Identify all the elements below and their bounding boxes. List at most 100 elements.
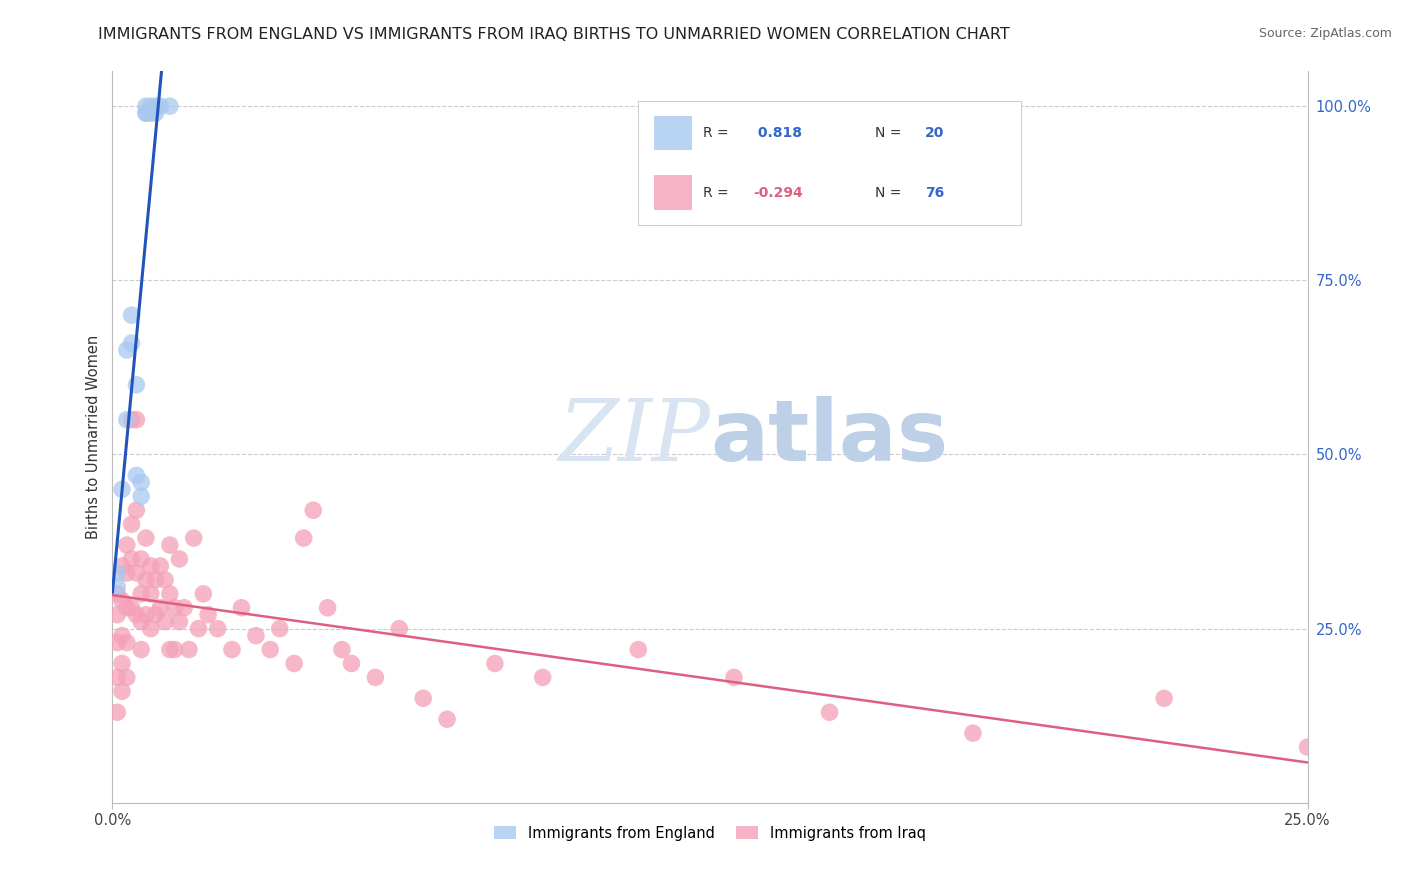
Point — [169, 615, 191, 629]
Point — [135, 531, 157, 545]
Point — [139, 558, 162, 573]
Point — [129, 489, 152, 503]
Point — [316, 600, 339, 615]
Point — [115, 670, 138, 684]
Point — [145, 607, 167, 622]
Point — [962, 726, 984, 740]
Point — [484, 657, 506, 671]
Point — [818, 705, 841, 719]
Point — [115, 600, 138, 615]
Point — [139, 106, 162, 120]
Point — [169, 552, 191, 566]
Text: Source: ZipAtlas.com: Source: ZipAtlas.com — [1258, 27, 1392, 40]
Point — [115, 635, 138, 649]
Point — [364, 670, 387, 684]
Point — [163, 642, 186, 657]
Point — [129, 587, 152, 601]
Text: ZIP: ZIP — [558, 396, 710, 478]
Text: atlas: atlas — [710, 395, 948, 479]
Point — [145, 99, 167, 113]
Point — [111, 657, 134, 671]
Point — [105, 670, 128, 684]
Point — [259, 642, 281, 657]
Point — [111, 629, 134, 643]
Point — [207, 622, 229, 636]
Point — [245, 629, 267, 643]
Point — [135, 99, 157, 113]
Point — [197, 607, 219, 622]
Point — [149, 600, 172, 615]
Point — [1153, 691, 1175, 706]
Point — [436, 712, 458, 726]
Point — [173, 600, 195, 615]
Point — [149, 99, 172, 113]
Point — [193, 587, 215, 601]
Point — [292, 531, 315, 545]
Point — [125, 607, 148, 622]
Point — [159, 642, 181, 657]
Text: IMMIGRANTS FROM ENGLAND VS IMMIGRANTS FROM IRAQ BIRTHS TO UNMARRIED WOMEN CORREL: IMMIGRANTS FROM ENGLAND VS IMMIGRANTS FR… — [98, 27, 1010, 42]
Point — [159, 538, 181, 552]
Point — [159, 587, 181, 601]
Point — [153, 573, 176, 587]
Point — [149, 558, 172, 573]
Point — [125, 412, 148, 426]
Point — [135, 106, 157, 120]
Point — [177, 642, 200, 657]
Point — [129, 642, 152, 657]
Point — [145, 106, 167, 120]
Y-axis label: Births to Unmarried Women: Births to Unmarried Women — [86, 335, 101, 539]
Point — [187, 622, 209, 636]
Point — [531, 670, 554, 684]
Point — [121, 308, 143, 322]
Point — [105, 635, 128, 649]
Legend: Immigrants from England, Immigrants from Iraq: Immigrants from England, Immigrants from… — [488, 820, 932, 847]
Point — [105, 566, 128, 580]
Point — [163, 600, 186, 615]
Point — [153, 615, 176, 629]
Point — [330, 642, 353, 657]
Point — [283, 657, 305, 671]
Point — [139, 622, 162, 636]
Point — [121, 336, 143, 351]
Point — [135, 607, 157, 622]
Point — [121, 600, 143, 615]
Point — [121, 412, 143, 426]
Point — [139, 587, 162, 601]
Point — [115, 412, 138, 426]
Point — [105, 587, 128, 601]
Point — [121, 517, 143, 532]
Point — [111, 558, 134, 573]
Point — [111, 483, 134, 497]
Point — [183, 531, 205, 545]
Point — [1296, 740, 1319, 755]
Point — [221, 642, 243, 657]
Point — [105, 607, 128, 622]
Point — [111, 684, 134, 698]
Point — [115, 566, 138, 580]
Point — [139, 99, 162, 113]
Point — [145, 573, 167, 587]
Point — [723, 670, 745, 684]
Point — [340, 657, 363, 671]
Point — [125, 377, 148, 392]
Point — [129, 475, 152, 490]
Point — [125, 503, 148, 517]
Point — [135, 573, 157, 587]
Point — [302, 503, 325, 517]
Point — [412, 691, 434, 706]
Point — [125, 566, 148, 580]
Point — [115, 538, 138, 552]
Point — [231, 600, 253, 615]
Point — [121, 552, 143, 566]
Point — [269, 622, 291, 636]
Point — [105, 705, 128, 719]
Point — [129, 615, 152, 629]
Point — [105, 580, 128, 594]
Point — [125, 468, 148, 483]
Point — [388, 622, 411, 636]
Point — [111, 594, 134, 608]
Point — [129, 552, 152, 566]
Point — [159, 99, 181, 113]
Point — [115, 343, 138, 357]
